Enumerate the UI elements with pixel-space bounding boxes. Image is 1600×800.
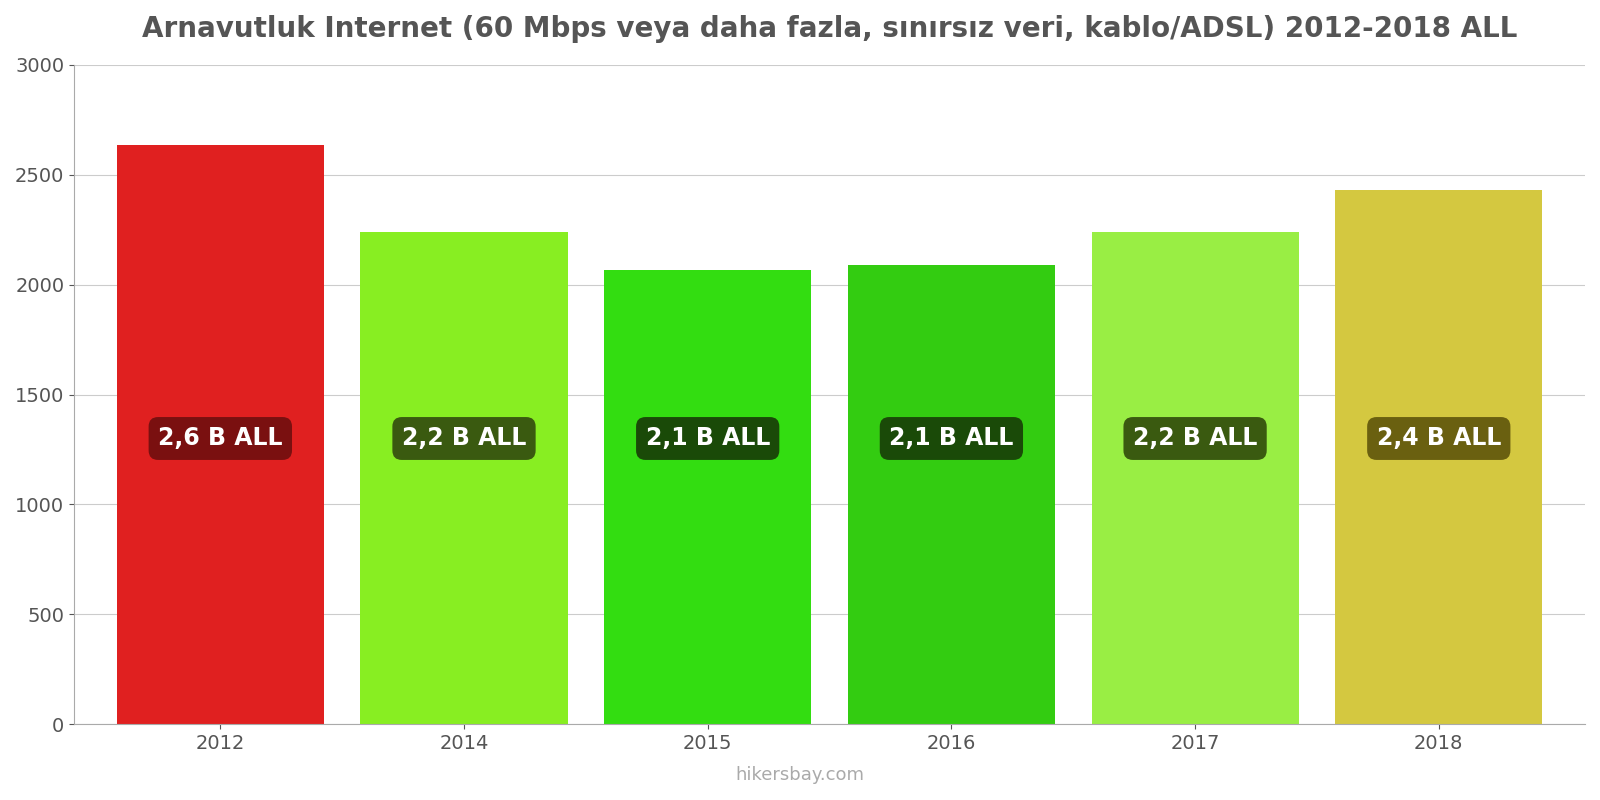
Bar	[1091, 232, 1299, 724]
Bar	[360, 232, 568, 724]
Text: 2,4 B ALL: 2,4 B ALL	[1376, 426, 1501, 450]
Text: 2,1 B ALL: 2,1 B ALL	[645, 426, 770, 450]
Text: 2,1 B ALL: 2,1 B ALL	[890, 426, 1013, 450]
Text: 2,2 B ALL: 2,2 B ALL	[1133, 426, 1258, 450]
Text: 2,6 B ALL: 2,6 B ALL	[158, 426, 283, 450]
Title: Arnavutluk Internet (60 Mbps veya daha fazla, sınırsız veri, kablo/ADSL) 2012-20: Arnavutluk Internet (60 Mbps veya daha f…	[142, 15, 1517, 43]
Bar	[1336, 190, 1542, 724]
Text: 2,2 B ALL: 2,2 B ALL	[402, 426, 526, 450]
Bar	[605, 270, 811, 724]
Text: hikersbay.com: hikersbay.com	[736, 766, 864, 784]
Bar	[848, 265, 1054, 724]
Bar	[117, 145, 323, 724]
